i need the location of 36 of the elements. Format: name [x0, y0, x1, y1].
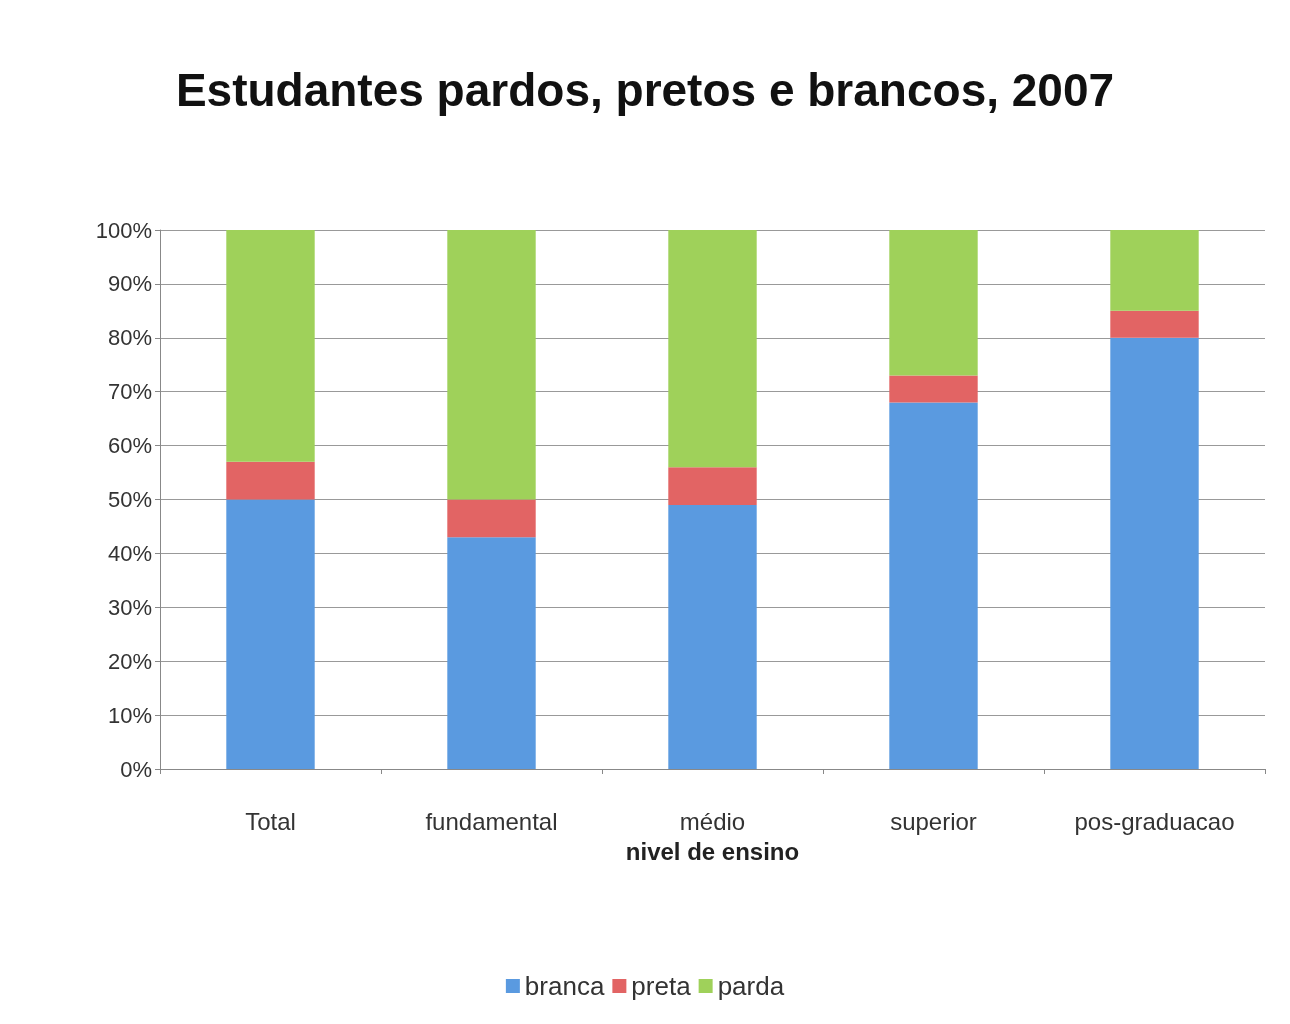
bar [1110, 230, 1199, 311]
bar [226, 230, 315, 462]
legend-label: branca [524, 971, 605, 1001]
legend-label: parda [717, 971, 785, 1001]
bar [447, 230, 536, 500]
bar [1110, 310, 1199, 338]
bar [447, 537, 536, 769]
x-tick-label: médio [679, 807, 746, 835]
y-tick-label: 100% [95, 217, 152, 243]
y-tick-label: 10% [107, 702, 152, 728]
chart-title: Estudantes pardos, pretos e brancos, 2007 [175, 64, 1115, 116]
y-tick-label: 40% [107, 540, 152, 566]
y-tick-label: 20% [107, 648, 152, 674]
bar [668, 504, 757, 769]
y-tick-label: 70% [107, 379, 152, 405]
y-tick-label: 0% [120, 756, 152, 782]
bar [226, 461, 315, 500]
bar [447, 499, 536, 538]
bar [889, 402, 978, 769]
y-tick-label: 90% [107, 271, 152, 297]
x-tick-label: Total [245, 807, 296, 835]
x-tick-label: pos-graduacao [1074, 807, 1235, 835]
x-tick-label: superior [890, 807, 977, 835]
legend-label: preta [631, 971, 692, 1001]
bar [668, 467, 757, 505]
x-tick-label: fundamental [425, 807, 558, 835]
bar [226, 499, 315, 769]
bar [889, 375, 978, 403]
y-tick-label: 80% [107, 325, 152, 351]
x-axis-title: nivel de ensino [625, 837, 800, 865]
bar [668, 230, 757, 468]
bar [889, 230, 978, 376]
y-tick-label: 60% [107, 433, 152, 459]
bar [1110, 337, 1199, 769]
y-tick-label: 50% [107, 487, 152, 512]
y-tick-label: 30% [107, 594, 152, 620]
